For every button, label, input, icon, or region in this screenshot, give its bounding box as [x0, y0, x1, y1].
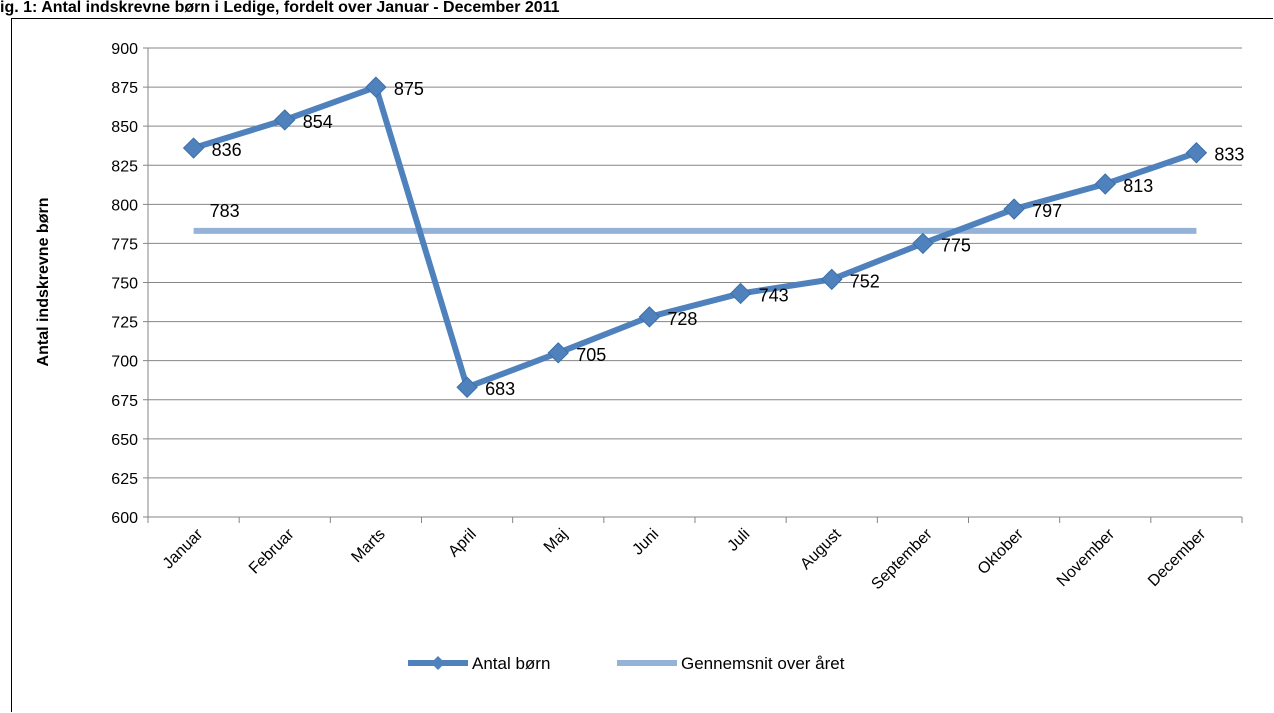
data-label: 813 — [1123, 176, 1153, 196]
x-tick-label: Marts — [348, 526, 388, 566]
y-tick-label: 875 — [111, 80, 138, 97]
gridlines — [143, 47, 1242, 518]
x-tick-label: August — [797, 525, 845, 573]
legend-marker — [431, 656, 445, 670]
data-label: 743 — [759, 285, 789, 305]
data-point — [1185, 142, 1208, 164]
data-point — [821, 268, 843, 291]
data-point — [182, 137, 205, 159]
data-point — [638, 306, 661, 328]
legend-label-antal-born: Antal børn — [472, 654, 550, 673]
x-tick-label: Februar — [246, 525, 298, 577]
y-tick-label: 900 — [111, 41, 138, 58]
data-point — [547, 342, 569, 364]
x-tick-label: Juni — [629, 526, 662, 559]
y-tick-label: 625 — [111, 471, 138, 488]
x-tick-label: December — [1145, 525, 1210, 590]
data-label: 728 — [667, 309, 697, 329]
data-point — [729, 282, 752, 305]
y-tick-label: 775 — [111, 236, 138, 253]
data-label: 752 — [850, 271, 880, 291]
legend: Antal børn Gennemsnit over året — [408, 654, 845, 673]
x-tick-label: April — [445, 526, 480, 561]
data-label: 705 — [576, 345, 606, 365]
data-label: 797 — [1032, 201, 1062, 221]
x-tick-label: Maj — [541, 526, 571, 556]
series-line-antal-born — [192, 84, 1198, 391]
data-point — [912, 232, 934, 255]
series-layer — [182, 76, 1208, 398]
y-tick-label: 600 — [111, 510, 138, 527]
x-tick-label: November — [1054, 525, 1119, 590]
y-tick-label: 825 — [111, 158, 138, 175]
y-tick-label: 675 — [111, 393, 138, 410]
y-tick-label: 725 — [111, 315, 138, 332]
data-point — [1003, 198, 1025, 220]
data-label: 775 — [941, 235, 971, 255]
data-label: 833 — [1214, 145, 1244, 165]
data-label: 836 — [212, 140, 242, 160]
data-label: 854 — [303, 112, 333, 132]
y-tick-label: 800 — [111, 197, 138, 214]
y-tick-label: 750 — [111, 276, 138, 293]
data-point — [365, 76, 387, 98]
x-tick-label: September — [868, 525, 936, 593]
chart-frame — [11, 18, 1273, 712]
page-header: ig. 1: Antal indskrevne børn i Ledige, f… — [0, 0, 560, 16]
x-tick-label: Oktober — [975, 525, 1028, 578]
average-data-label: 783 — [210, 201, 240, 221]
legend-label-gennemsnit: Gennemsnit over året — [681, 654, 845, 673]
data-point — [1094, 173, 1116, 195]
x-tick-label: Januar — [160, 525, 207, 572]
data-point — [274, 109, 296, 131]
x-tick-label: Juli — [724, 526, 753, 555]
data-label: 875 — [394, 79, 424, 99]
y-tick-label: 650 — [111, 432, 138, 449]
data-label: 683 — [485, 379, 515, 399]
y-tick-label: 700 — [111, 354, 138, 371]
data-labels: 783 836 854 875 683 705 728 743 752 775 797 813 833 — [210, 79, 1245, 399]
y-tick-label: 850 — [111, 119, 138, 136]
y-axis-title: Antal indskrevne børn — [35, 198, 52, 367]
data-point — [456, 376, 478, 398]
